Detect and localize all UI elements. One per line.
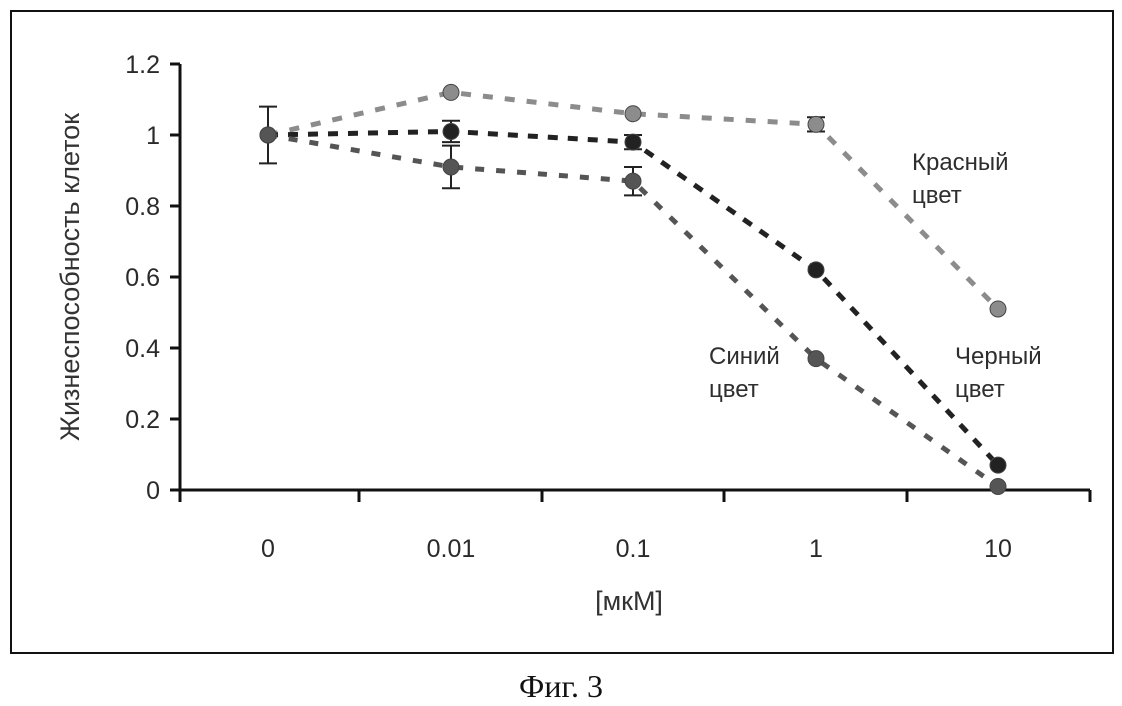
data-point-series-1 [990, 457, 1006, 473]
series-annotation: цвет [709, 376, 759, 403]
y-tick-label: 1 [146, 122, 160, 150]
data-point-series-2 [260, 127, 276, 143]
data-point-series-2 [990, 478, 1006, 494]
y-tick-label: 1.2 [125, 51, 160, 79]
series-annotation: цвет [912, 182, 962, 209]
series-annotation: Красный [912, 149, 1009, 176]
y-tick-label: 0 [146, 477, 160, 505]
data-point-series-2 [625, 173, 641, 189]
chart-frame: 0 0.2 0.4 0.6 0.8 1 1.2 0 0.01 0.1 1 10 [мкМ] Жизнесп… [10, 10, 1114, 654]
series-annotation: Синий [709, 343, 780, 370]
figure-caption: Фиг. 3 [0, 668, 1122, 705]
data-point-series-2 [808, 351, 824, 367]
series-annotation: Черный [955, 343, 1042, 370]
y-tick-label: 0.2 [125, 406, 160, 434]
y-tick-label: 0.8 [125, 193, 160, 221]
chart-svg: 0 0.2 0.4 0.6 0.8 1 1.2 0 0.01 0.1 1 10 [мкМ] Жизнесп… [12, 12, 1116, 656]
series-annotation: цвет [955, 376, 1005, 403]
x-tick-label: 0 [261, 535, 275, 563]
y-axis-title: Жизнеспособность клеток [55, 113, 85, 441]
x-tick-label: 0.1 [616, 535, 651, 563]
data-point-series-0 [990, 301, 1006, 317]
data-point-series-1 [625, 134, 641, 150]
y-tick-label: 0.6 [125, 264, 160, 292]
data-point-series-2 [443, 159, 459, 175]
data-point-series-0 [625, 106, 641, 122]
data-point-series-0 [443, 84, 459, 100]
x-axis-title: [мкМ] [595, 586, 663, 616]
x-tick-label: 1 [809, 535, 823, 563]
x-tick-label: 0.01 [427, 535, 476, 563]
y-tick-label: 0.4 [125, 335, 160, 363]
x-tick-label: 10 [984, 535, 1012, 563]
series-line-0 [268, 92, 998, 309]
data-point-series-1 [443, 123, 459, 139]
data-point-series-1 [808, 262, 824, 278]
data-point-series-0 [808, 116, 824, 132]
